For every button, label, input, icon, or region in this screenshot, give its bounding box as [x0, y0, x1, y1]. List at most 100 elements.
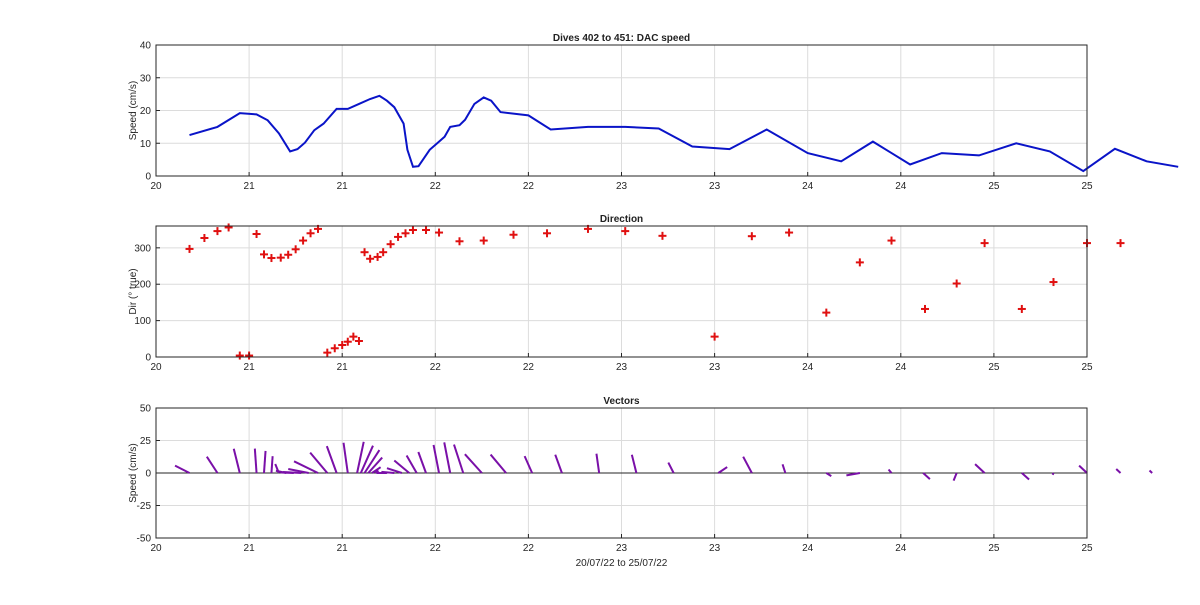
y-tick-label: 0	[145, 172, 151, 183]
vector-stick	[359, 445, 374, 474]
vector-stick	[174, 464, 190, 474]
vector-stick	[887, 468, 893, 474]
direction-marker	[373, 252, 382, 261]
x-tick-label: 24	[802, 362, 814, 373]
vector-stick	[386, 467, 403, 474]
y-tick-label: 300	[134, 243, 151, 254]
vector-stick	[309, 451, 329, 474]
direction-marker	[785, 228, 794, 237]
vector-stick	[554, 454, 563, 474]
direction-marker	[349, 332, 358, 341]
speed-panel: 20 21 21 22 22 23 23 24 24 25 25 0 10 20 30 40 Dives 40…	[128, 33, 1179, 192]
x-tick-label: 21	[244, 181, 256, 192]
direction-title: Direction	[600, 214, 643, 225]
vector-stick	[371, 466, 382, 474]
direction-marker	[921, 304, 930, 313]
direction-marker	[213, 227, 222, 236]
vectors-title: Vectors	[603, 396, 640, 407]
x-tick-label: 25	[1081, 181, 1093, 192]
speed-grid	[155, 44, 1088, 177]
direction-marker	[354, 336, 363, 345]
vector-stick	[262, 450, 267, 474]
x-tick-label: 21	[244, 362, 256, 373]
vector-stick	[1115, 468, 1122, 474]
direction-marker	[200, 234, 209, 243]
direction-marker	[343, 337, 352, 346]
vector-sticks	[174, 441, 1153, 481]
y-tick-label: 40	[140, 41, 152, 52]
vector-stick	[432, 444, 441, 474]
x-tick-label: 23	[616, 181, 628, 192]
direction-marker	[710, 332, 719, 341]
y-tick-label: 0	[145, 469, 151, 480]
direction-marker	[747, 232, 756, 241]
direction-marker	[455, 237, 464, 246]
vector-stick	[232, 448, 241, 474]
vector-stick	[393, 459, 410, 474]
direction-marker	[323, 348, 332, 357]
direction-marker	[1116, 239, 1125, 248]
direction-marker	[543, 229, 552, 238]
x-tick-label: 21	[337, 543, 349, 554]
direction-marker	[421, 226, 430, 235]
direction-marker	[401, 229, 410, 238]
x-tick-label: 22	[523, 543, 535, 554]
x-tick-label: 25	[1081, 543, 1093, 554]
direction-marker	[386, 240, 395, 249]
direction-marker	[299, 236, 308, 245]
vector-stick	[952, 472, 958, 481]
direction-marker	[267, 254, 276, 263]
x-tick-label: 22	[430, 362, 442, 373]
direction-marker	[235, 351, 244, 360]
direction-marker	[621, 227, 630, 236]
vector-stick	[367, 456, 383, 474]
vector-stick	[1148, 469, 1153, 474]
vector-stick	[1078, 464, 1088, 474]
direction-marker	[952, 279, 961, 288]
vector-stick	[489, 453, 507, 474]
vectors-ticks: 20 21 21 22 22 23 23 24 24 25 25 -50 -25 0 25 50	[137, 404, 1093, 555]
vector-stick	[717, 466, 728, 474]
vector-stick	[443, 442, 452, 474]
x-tick-label: 21	[244, 543, 256, 554]
speed-ylabel: Speed (cm/s)	[128, 81, 139, 140]
x-tick-label: 25	[988, 181, 1000, 192]
direction-marker	[338, 340, 347, 349]
vector-stick	[253, 448, 258, 474]
x-tick-label: 25	[1081, 362, 1093, 373]
y-tick-label: -25	[137, 501, 152, 512]
x-tick-label: 24	[895, 181, 907, 192]
vector-stick	[283, 471, 302, 474]
direction-marker	[224, 223, 233, 232]
direction-ticks: 20 21 21 22 22 23 23 24 24 25 25 0 100 200 300	[134, 243, 1093, 373]
vector-stick	[270, 456, 274, 474]
x-tick-label: 23	[709, 543, 721, 554]
vector-stick	[363, 449, 381, 474]
direction-marker	[330, 344, 339, 353]
y-tick-label: 200	[134, 280, 151, 291]
x-tick-label: 22	[430, 181, 442, 192]
x-tick-label: 24	[802, 181, 814, 192]
direction-marker	[259, 250, 268, 259]
vector-stick	[523, 455, 534, 474]
y-tick-label: 0	[145, 353, 151, 364]
y-tick-label: 10	[140, 139, 152, 150]
direction-marker	[366, 254, 375, 263]
vectors-panel: 20 21 21 22 22 23 23 24 24 25 25 -50 -25 0 25 50 Vector…	[128, 396, 1153, 569]
x-tick-label: 22	[523, 362, 535, 373]
direction-marker	[980, 239, 989, 248]
vector-stick	[381, 470, 395, 474]
x-tick-label: 21	[337, 181, 349, 192]
x-tick-label: 20	[150, 543, 162, 554]
direction-marker	[887, 236, 896, 245]
vector-stick	[825, 472, 832, 477]
x-tick-label: 24	[895, 362, 907, 373]
vector-stick	[781, 464, 787, 474]
direction-marker	[306, 229, 315, 238]
x-tick-label: 25	[988, 362, 1000, 373]
vector-stick	[293, 460, 319, 474]
vector-stick	[464, 453, 483, 474]
direction-marker	[1049, 278, 1058, 287]
direction-markers	[185, 223, 1125, 360]
direction-marker	[509, 230, 518, 239]
